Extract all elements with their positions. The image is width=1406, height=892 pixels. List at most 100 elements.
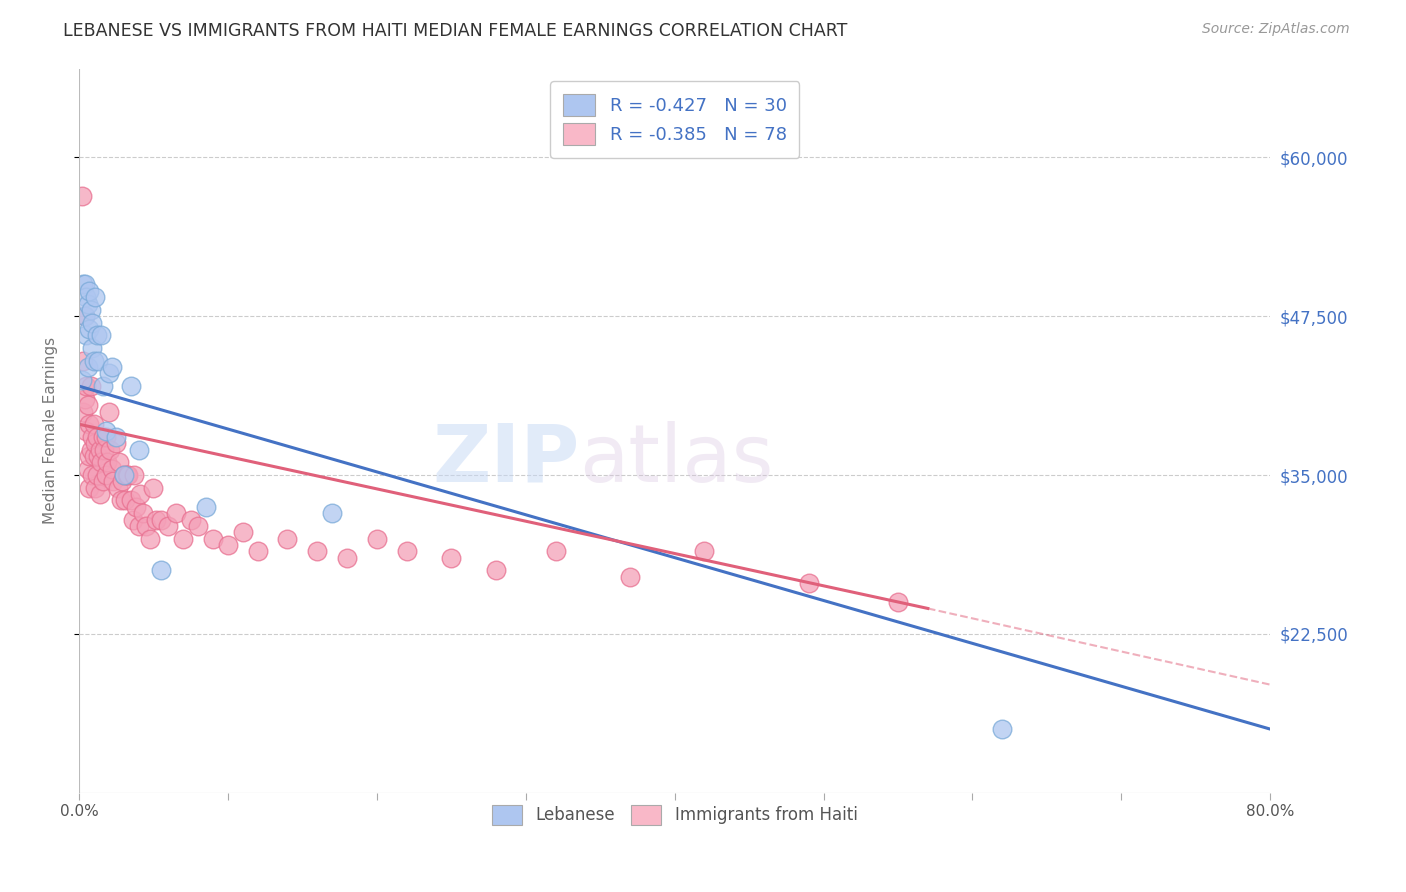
Point xyxy=(117,468,139,483)
Point xyxy=(110,493,132,508)
Point xyxy=(100,461,122,475)
Point xyxy=(89,442,111,457)
Point xyxy=(395,544,418,558)
Point xyxy=(187,519,209,533)
Point xyxy=(87,353,110,368)
Point xyxy=(120,493,142,508)
Point xyxy=(77,461,100,475)
Point xyxy=(128,442,150,457)
Point xyxy=(139,532,162,546)
Point xyxy=(89,487,111,501)
Point xyxy=(77,296,100,310)
Point xyxy=(194,500,217,514)
Point xyxy=(82,468,104,483)
Point xyxy=(120,379,142,393)
Point xyxy=(114,493,136,508)
Point xyxy=(98,442,121,457)
Point xyxy=(79,322,101,336)
Point xyxy=(797,576,820,591)
Point xyxy=(86,468,108,483)
Point xyxy=(307,544,329,558)
Point xyxy=(366,532,388,546)
Point xyxy=(72,404,94,418)
Point xyxy=(82,316,104,330)
Point xyxy=(107,481,129,495)
Point xyxy=(77,360,100,375)
Point xyxy=(73,392,96,406)
Point xyxy=(79,284,101,298)
Point xyxy=(90,455,112,469)
Point xyxy=(73,277,96,292)
Point xyxy=(105,436,128,450)
Point xyxy=(91,430,114,444)
Point xyxy=(79,481,101,495)
Point xyxy=(201,532,224,546)
Point xyxy=(96,455,118,469)
Text: ZIP: ZIP xyxy=(432,420,579,499)
Point xyxy=(172,532,194,546)
Point xyxy=(75,379,97,393)
Point xyxy=(83,417,105,432)
Point xyxy=(87,449,110,463)
Point xyxy=(82,341,104,355)
Point xyxy=(122,468,145,483)
Point xyxy=(93,442,115,457)
Point xyxy=(217,538,239,552)
Point xyxy=(94,424,117,438)
Point xyxy=(72,353,94,368)
Legend: Lebanese, Immigrants from Haiti: Lebanese, Immigrants from Haiti xyxy=(482,795,868,835)
Point xyxy=(79,449,101,463)
Point xyxy=(321,506,343,520)
Point xyxy=(75,328,97,343)
Point xyxy=(132,506,155,520)
Point xyxy=(135,519,157,533)
Point xyxy=(77,398,100,412)
Point xyxy=(246,544,269,558)
Point xyxy=(80,442,103,457)
Point xyxy=(82,430,104,444)
Point xyxy=(232,525,254,540)
Point xyxy=(165,506,187,520)
Point xyxy=(91,379,114,393)
Point xyxy=(73,310,96,324)
Point xyxy=(544,544,567,558)
Point xyxy=(108,455,131,469)
Point xyxy=(111,475,134,489)
Point xyxy=(94,430,117,444)
Point xyxy=(80,379,103,393)
Point xyxy=(97,404,120,418)
Point xyxy=(129,487,152,501)
Point xyxy=(128,519,150,533)
Point xyxy=(80,302,103,317)
Text: atlas: atlas xyxy=(579,420,773,499)
Point xyxy=(440,550,463,565)
Point xyxy=(336,550,359,565)
Point xyxy=(73,310,96,324)
Point xyxy=(112,468,135,483)
Point xyxy=(90,328,112,343)
Point xyxy=(276,532,298,546)
Point xyxy=(115,468,138,483)
Point xyxy=(149,512,172,526)
Point xyxy=(103,475,125,489)
Point xyxy=(84,436,107,450)
Point xyxy=(100,360,122,375)
Point xyxy=(70,188,93,202)
Point xyxy=(991,722,1014,736)
Text: LEBANESE VS IMMIGRANTS FROM HAITI MEDIAN FEMALE EARNINGS CORRELATION CHART: LEBANESE VS IMMIGRANTS FROM HAITI MEDIAN… xyxy=(63,22,848,40)
Point xyxy=(72,277,94,292)
Point xyxy=(97,367,120,381)
Point xyxy=(112,468,135,483)
Point xyxy=(149,563,172,577)
Text: Source: ZipAtlas.com: Source: ZipAtlas.com xyxy=(1202,22,1350,37)
Point xyxy=(157,519,180,533)
Point xyxy=(75,424,97,438)
Point xyxy=(83,353,105,368)
Point xyxy=(70,373,93,387)
Y-axis label: Median Female Earnings: Median Female Earnings xyxy=(44,337,58,524)
Point xyxy=(79,417,101,432)
Point xyxy=(94,468,117,483)
Point xyxy=(83,449,105,463)
Point xyxy=(86,328,108,343)
Point xyxy=(75,290,97,304)
